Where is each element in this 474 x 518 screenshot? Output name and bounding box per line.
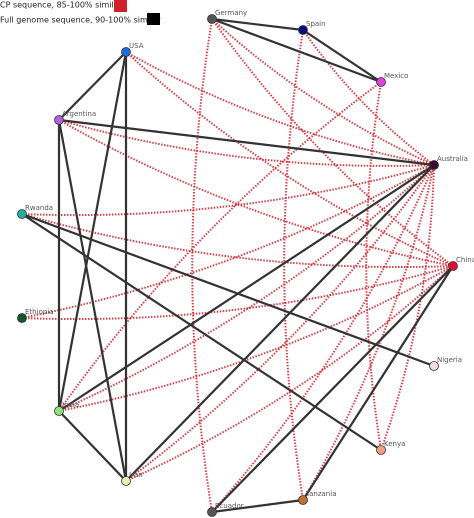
node-label: Tanzania — [305, 490, 336, 498]
genome-edge — [302, 265, 454, 501]
node — [448, 261, 458, 271]
node-label: India — [62, 401, 79, 409]
genome-edge — [21, 213, 382, 451]
cp-edge — [58, 119, 435, 167]
genome-edge — [21, 212, 435, 368]
node-label: Rwanda — [25, 204, 53, 212]
genome-edge — [125, 164, 435, 482]
cp-edge — [58, 119, 454, 267]
genome-edge — [211, 265, 454, 513]
cp-edge — [211, 18, 435, 166]
legend-swatch — [147, 13, 160, 25]
genome-edge — [57, 119, 128, 482]
cp-edge — [191, 18, 213, 513]
node — [17, 209, 27, 219]
node — [17, 313, 27, 323]
nodes: Germany Spain Mexico USA Argentina Australia R… — [17, 9, 474, 517]
node — [298, 495, 308, 505]
node — [376, 77, 386, 87]
node-label: Ethiopia — [25, 308, 54, 316]
node — [207, 14, 217, 24]
genome-edge — [302, 29, 382, 83]
genome-edge — [58, 410, 127, 482]
genome-edge — [58, 51, 127, 121]
node-label: Australia — [437, 155, 468, 163]
node — [54, 406, 64, 416]
genome-edge — [58, 118, 435, 167]
node — [207, 507, 217, 517]
node-label: Kenya — [384, 440, 405, 448]
node — [121, 476, 131, 486]
genome-edge — [211, 17, 304, 32]
cp-edge — [58, 164, 435, 412]
legend-label: Full genome sequence, 90-100% similar — [0, 16, 161, 25]
node-label: Iran — [129, 471, 143, 479]
genome-edge — [58, 164, 435, 412]
cp-edge — [211, 164, 435, 513]
cp-edge — [58, 81, 382, 412]
genome-edge — [211, 498, 304, 514]
cp-edge — [58, 265, 454, 412]
cp-edge — [302, 29, 435, 166]
node-label: USA — [129, 42, 144, 50]
node — [54, 115, 64, 125]
legend-label: CP sequence, 85-100% similar — [0, 1, 123, 10]
node-label: Mexico — [384, 72, 408, 80]
node-label: Germany — [215, 9, 247, 17]
cp-edge — [21, 164, 435, 217]
cp-edge — [125, 51, 435, 166]
cp-edge — [125, 265, 454, 482]
cp-edge — [380, 164, 435, 451]
node — [376, 445, 386, 455]
genome-edge — [57, 51, 128, 412]
node-label: Argentina — [62, 110, 96, 118]
cp-edge — [125, 51, 454, 267]
node-label: Ecuador — [215, 502, 244, 510]
node-label: Nigeria — [437, 356, 462, 364]
node — [298, 25, 308, 35]
cp-edge — [125, 164, 435, 482]
node — [429, 160, 439, 170]
node — [121, 47, 131, 57]
node-label: China — [456, 256, 474, 264]
legend-swatch — [114, 0, 127, 12]
cp-edge — [211, 18, 454, 267]
cp-edge — [21, 164, 435, 319]
genome-edge — [211, 17, 382, 84]
node-label: Spain — [306, 20, 326, 28]
cp-edge — [302, 164, 435, 501]
node — [429, 361, 439, 371]
edges — [21, 17, 454, 514]
